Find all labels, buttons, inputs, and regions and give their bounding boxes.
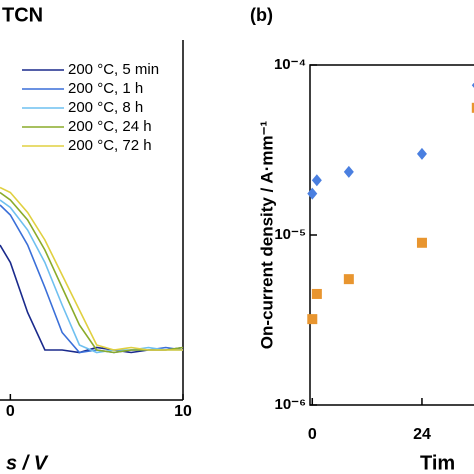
point [311, 174, 322, 187]
x-tick-label: 0 [308, 426, 317, 443]
panel-a-x-label: s / V [6, 452, 49, 474]
legend-label: 200 °C, 72 h [68, 137, 152, 154]
panel-b-title: (b) [250, 5, 273, 25]
curve [0, 204, 184, 354]
curve [0, 191, 184, 354]
point [343, 165, 354, 178]
legend-label: 200 °C, 1 h [68, 80, 143, 97]
plot-frame [309, 64, 474, 406]
x-tick-label: 0 [6, 403, 15, 420]
point [311, 288, 322, 299]
point [307, 187, 318, 200]
point [471, 102, 474, 113]
point [343, 274, 354, 285]
legend-label: 200 °C, 8 h [68, 99, 143, 116]
curve [0, 186, 183, 351]
legend-label: 200 °C, 5 min [68, 61, 159, 78]
point [307, 314, 318, 325]
y-tick-label: 10⁻⁵ [274, 226, 306, 243]
point [416, 147, 427, 160]
x-tick-label: 10 [174, 403, 192, 420]
curve [0, 199, 183, 354]
y-tick-label: 10⁻⁶ [274, 396, 306, 413]
panel-b-x-label: Tim [420, 452, 455, 474]
y-tick-label: 10⁻⁴ [274, 56, 306, 73]
x-tick-label: 24 [413, 426, 431, 443]
curve [0, 244, 184, 354]
panel-b-y-label: On-current density / A·mm⁻¹ [257, 120, 276, 349]
point [471, 82, 474, 88]
panel-a-title: TCN [2, 4, 43, 26]
legend-label: 200 °C, 24 h [68, 118, 152, 135]
point [416, 237, 427, 248]
